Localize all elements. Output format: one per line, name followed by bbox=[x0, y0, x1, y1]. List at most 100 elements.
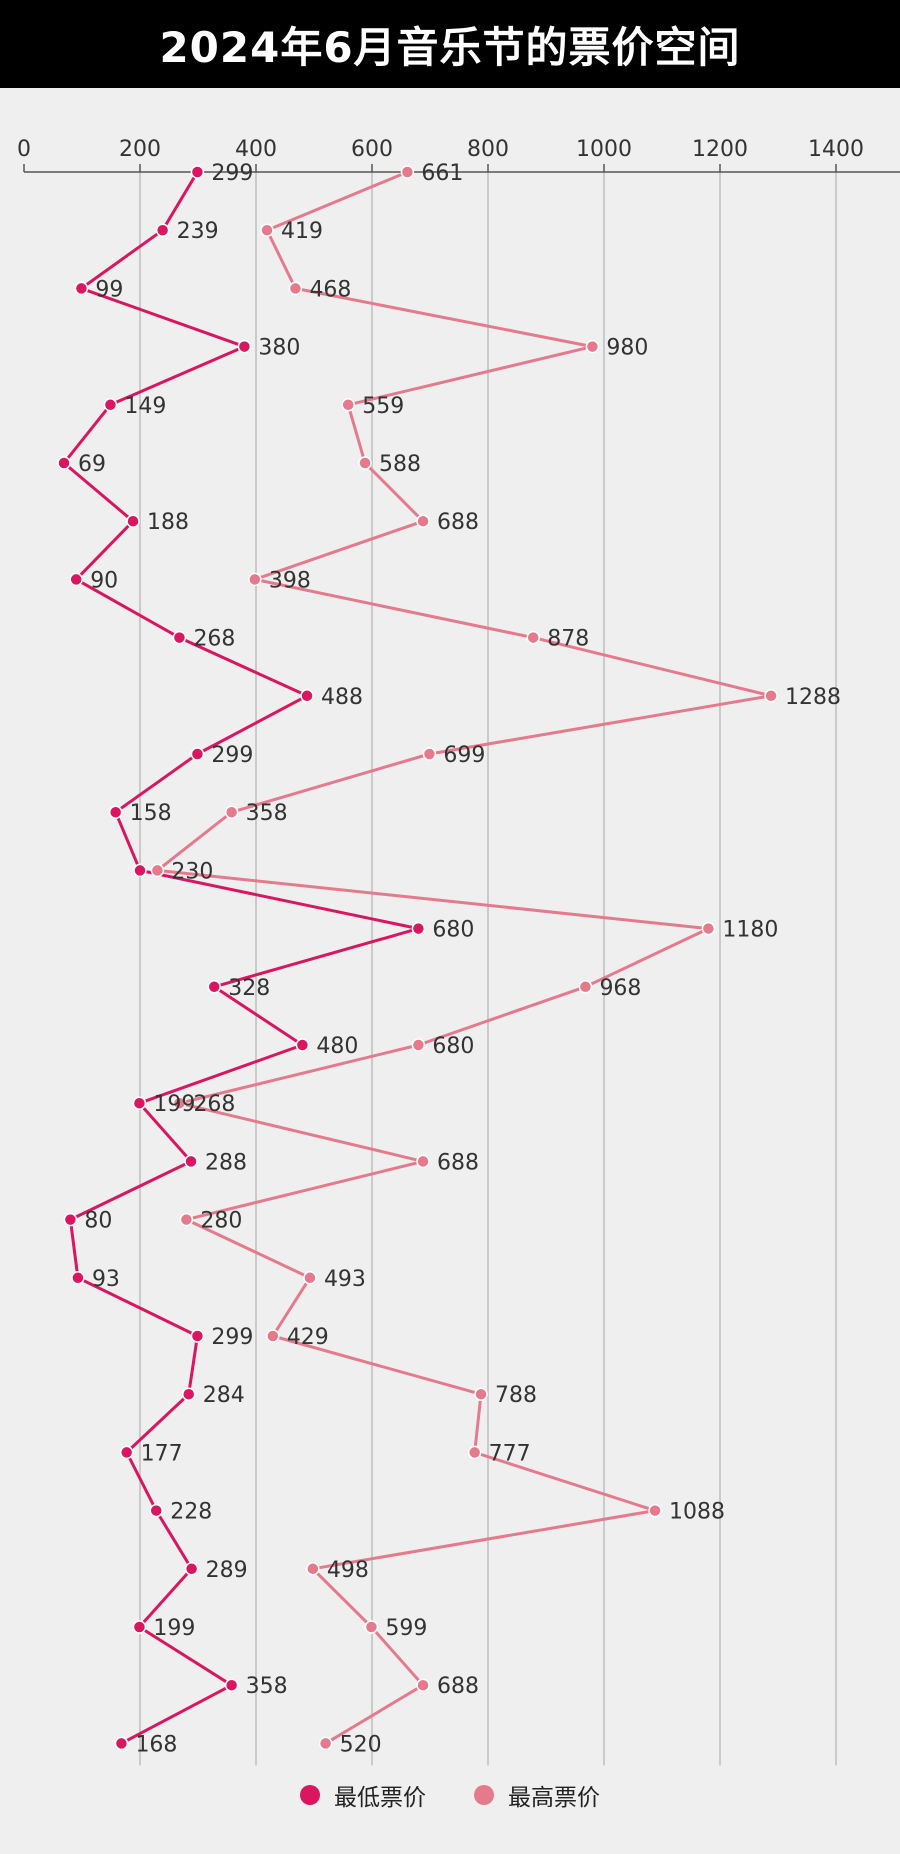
point-min bbox=[119, 1445, 134, 1460]
point-max bbox=[364, 1620, 379, 1634]
point-min bbox=[114, 1736, 129, 1751]
point-max bbox=[701, 921, 716, 936]
x-tick-label: 400 bbox=[235, 137, 277, 162]
point-min bbox=[133, 863, 147, 878]
point-min bbox=[71, 1271, 85, 1285]
value-label-min: 99 bbox=[95, 277, 123, 302]
legend-item-max: 最高票价 bbox=[474, 1778, 600, 1812]
point-max bbox=[358, 456, 372, 470]
value-label-min: 199 bbox=[153, 1092, 195, 1117]
point-min bbox=[172, 630, 187, 645]
value-label-max: 268 bbox=[193, 1092, 235, 1117]
point-min bbox=[295, 1038, 310, 1052]
value-label-max: 493 bbox=[324, 1267, 366, 1292]
value-label-min: 299 bbox=[211, 1325, 253, 1350]
value-label-max: 520 bbox=[340, 1732, 382, 1757]
value-label-max: 429 bbox=[287, 1325, 329, 1350]
point-max bbox=[578, 980, 593, 994]
value-label-max: 661 bbox=[421, 161, 463, 186]
point-max bbox=[318, 1736, 333, 1751]
point-max bbox=[150, 863, 165, 878]
value-label-min: 158 bbox=[130, 801, 172, 826]
point-max bbox=[172, 1096, 187, 1110]
value-label-min: 299 bbox=[211, 743, 253, 768]
point-max bbox=[266, 1329, 280, 1343]
value-label-max: 980 bbox=[606, 336, 648, 361]
point-min bbox=[74, 281, 89, 296]
x-tick-label: 1400 bbox=[808, 137, 864, 162]
point-min bbox=[126, 514, 140, 528]
value-label-max: 968 bbox=[599, 976, 641, 1001]
point-max bbox=[400, 165, 415, 179]
line-chart: 0 200 400 600 800 1000 1200 1400 661 419 468 980 55… bbox=[17, 137, 900, 1766]
point-min bbox=[57, 456, 71, 470]
value-label-max: 588 bbox=[379, 452, 421, 477]
value-label-max: 599 bbox=[385, 1616, 427, 1641]
point-max bbox=[416, 1154, 430, 1169]
point-max bbox=[288, 281, 303, 296]
point-min bbox=[300, 689, 314, 703]
value-label-min: 268 bbox=[193, 627, 235, 652]
series-lines bbox=[62, 170, 773, 1745]
value-label-min: 299 bbox=[211, 161, 253, 186]
value-label-max: 230 bbox=[171, 859, 213, 884]
point-min bbox=[224, 1678, 239, 1692]
point-min bbox=[184, 1562, 199, 1576]
value-label-max: 1288 bbox=[785, 685, 841, 710]
point-max bbox=[585, 339, 600, 354]
series-points bbox=[57, 165, 778, 1751]
point-min bbox=[411, 921, 426, 936]
point-max bbox=[526, 630, 540, 645]
value-label-max: 1088 bbox=[669, 1500, 725, 1525]
value-label-max: 398 bbox=[269, 568, 311, 593]
point-min bbox=[132, 1096, 147, 1110]
series-line-max bbox=[155, 170, 773, 1745]
point-min bbox=[184, 1154, 198, 1169]
point-min bbox=[207, 980, 221, 994]
value-label-min: 289 bbox=[206, 1558, 248, 1583]
legend-label-min: 最低票价 bbox=[334, 1785, 426, 1811]
point-max bbox=[306, 1562, 320, 1576]
point-min bbox=[63, 1212, 78, 1227]
value-label-max: 280 bbox=[200, 1209, 242, 1234]
value-label-max: 498 bbox=[327, 1558, 369, 1583]
point-min bbox=[190, 165, 205, 179]
value-label-max: 559 bbox=[362, 394, 404, 419]
value-label-min: 69 bbox=[78, 452, 106, 477]
value-label-min: 480 bbox=[316, 1034, 358, 1059]
value-label-min: 228 bbox=[170, 1500, 212, 1525]
point-max bbox=[416, 514, 430, 528]
value-label-min: 288 bbox=[205, 1150, 247, 1175]
value-label-min: 199 bbox=[153, 1616, 195, 1641]
value-label-min: 239 bbox=[177, 219, 219, 244]
legend: 最低票价 最高票价 bbox=[0, 1775, 900, 1815]
value-label-min: 168 bbox=[135, 1732, 177, 1757]
value-label-max: 688 bbox=[437, 1674, 479, 1699]
point-max bbox=[260, 223, 274, 237]
point-max bbox=[416, 1678, 430, 1692]
x-tick-label: 200 bbox=[119, 137, 161, 162]
point-max bbox=[411, 1038, 426, 1052]
value-label-min: 328 bbox=[228, 976, 270, 1001]
value-label-max: 788 bbox=[495, 1383, 537, 1408]
point-max bbox=[764, 689, 778, 703]
point-max bbox=[474, 1387, 488, 1401]
value-label-max: 680 bbox=[432, 1034, 474, 1059]
value-label-min: 93 bbox=[92, 1267, 120, 1292]
legend-label-max: 最高票价 bbox=[508, 1785, 600, 1811]
grid-layer bbox=[139, 172, 837, 1766]
value-label-min: 380 bbox=[258, 336, 300, 361]
point-max bbox=[248, 572, 262, 587]
value-label-min: 90 bbox=[90, 568, 118, 593]
point-max bbox=[467, 1445, 482, 1460]
point-max bbox=[224, 805, 239, 819]
value-label-min: 284 bbox=[203, 1383, 245, 1408]
legend-item-min: 最低票价 bbox=[300, 1778, 426, 1812]
value-label-max: 699 bbox=[443, 743, 485, 768]
x-axis: 0 200 400 600 800 1000 1200 1400 bbox=[17, 137, 900, 173]
series-line-min bbox=[62, 171, 420, 1745]
point-max bbox=[422, 747, 437, 761]
point-min bbox=[103, 398, 118, 412]
chart-title: 2024年6月音乐节的票价空间 bbox=[159, 22, 741, 72]
x-tick-label: 800 bbox=[467, 137, 509, 162]
